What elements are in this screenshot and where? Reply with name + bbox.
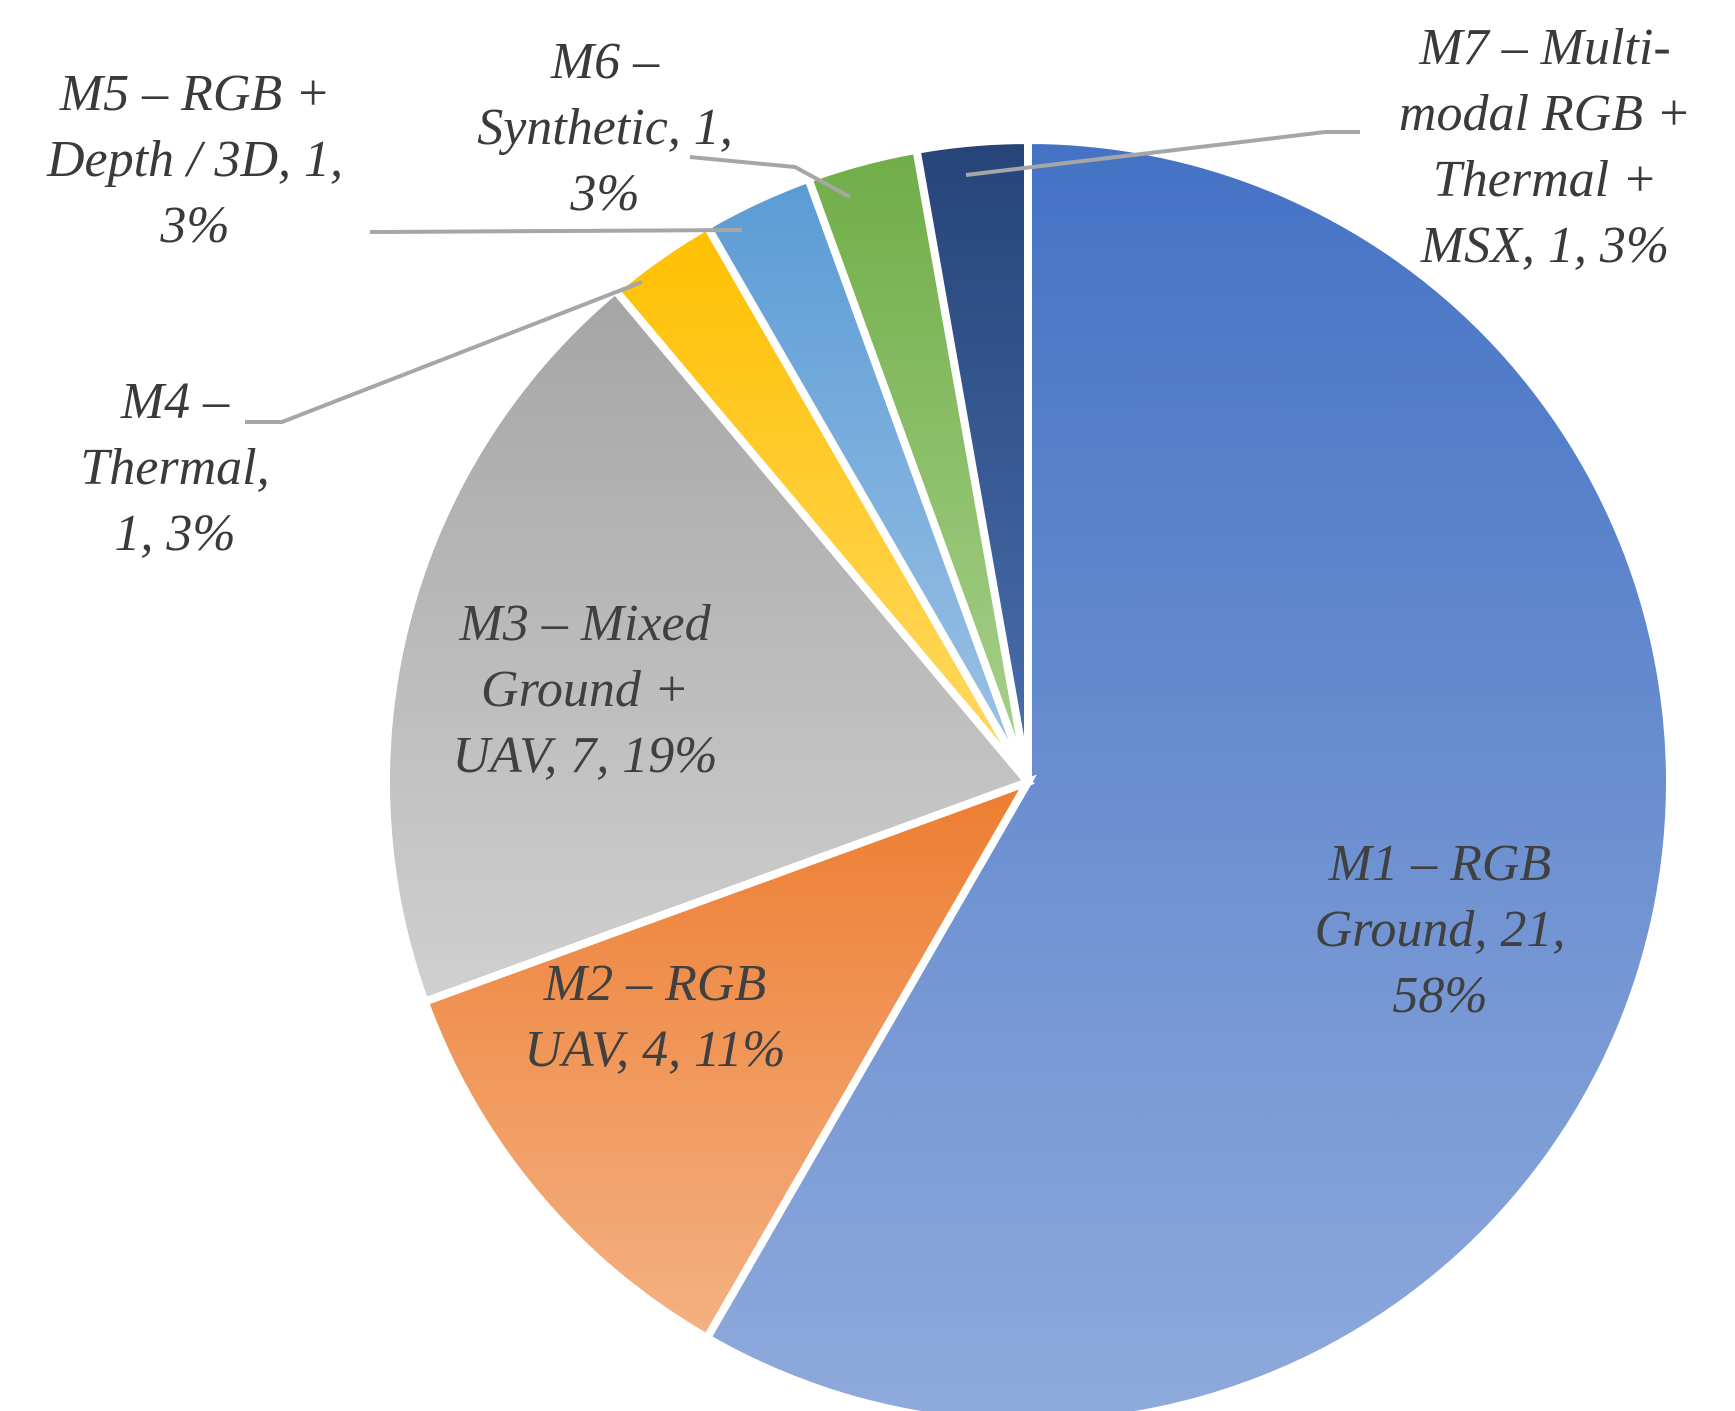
pie-slice-m2 bbox=[419, 774, 1037, 1344]
data-label-line: MSX, 1, 3% bbox=[1420, 217, 1669, 274]
data-label-line: 3% bbox=[159, 197, 229, 254]
data-label-line: UAV, 4, 11% bbox=[524, 1021, 785, 1078]
data-label-m2: M2 – RGB UAV, 4, 11% bbox=[524, 955, 785, 1078]
data-label-line: M7 – Multi- bbox=[1418, 19, 1670, 76]
data-label-line: UAV, 7, 19% bbox=[452, 727, 717, 784]
data-label-line: Synthetic, 1, bbox=[477, 99, 733, 156]
data-label-line: modal RGB + bbox=[1399, 85, 1691, 142]
pie-slice-m1 bbox=[701, 135, 1674, 1411]
pie-slice-m3 bbox=[382, 284, 1035, 1007]
data-label-line: 3% bbox=[569, 165, 639, 222]
data-label-m1: M1 – RGB Ground, 21, 58% bbox=[1315, 835, 1566, 1024]
leader-line-m6 bbox=[689, 155, 851, 199]
pie-slice-m7 bbox=[911, 135, 1032, 783]
data-label-line: M2 – RGB bbox=[543, 955, 766, 1012]
leader-line-m4 bbox=[245, 280, 643, 424]
pie-slices bbox=[382, 135, 1674, 1411]
data-label-m7: M7 – Multi-modal RGB + Thermal + MSX, 1, 3… bbox=[1399, 19, 1691, 274]
data-labels: M1 – RGB Ground, 21, 58% M2 – RGB UAV, 4, 11… bbox=[46, 19, 1691, 1078]
data-label-line: M6 – bbox=[550, 33, 660, 90]
data-label-line: Depth / 3D, 1, bbox=[46, 131, 343, 188]
data-label-line: 58% bbox=[1392, 967, 1487, 1024]
data-label-line: Ground, 21, bbox=[1315, 901, 1566, 958]
data-label-m6: M6 – Synthetic, 1, 3% bbox=[477, 33, 733, 222]
data-label-m4: M4 – Thermal, 1, 3% bbox=[80, 373, 269, 562]
data-label-line: M3 – Mixed bbox=[458, 595, 711, 652]
data-label-m5: M5 – RGB + Depth / 3D, 1, 3% bbox=[46, 65, 343, 254]
data-label-line: M4 – bbox=[120, 373, 230, 430]
data-label-line: M5 – RGB + bbox=[59, 65, 331, 122]
leader-line-m5 bbox=[369, 228, 743, 234]
data-label-m3: M3 – Mixed Ground + UAV, 7, 19% bbox=[452, 595, 717, 784]
data-label-line: 1, 3% bbox=[114, 505, 235, 562]
leader-line-m7 bbox=[965, 130, 1360, 177]
data-label-line: Thermal + bbox=[1433, 151, 1657, 208]
data-label-line: Ground + bbox=[481, 661, 689, 718]
data-label-line: M1 – RGB bbox=[1328, 835, 1551, 892]
data-label-line: Thermal, bbox=[80, 439, 269, 496]
leader-lines bbox=[245, 130, 1360, 424]
